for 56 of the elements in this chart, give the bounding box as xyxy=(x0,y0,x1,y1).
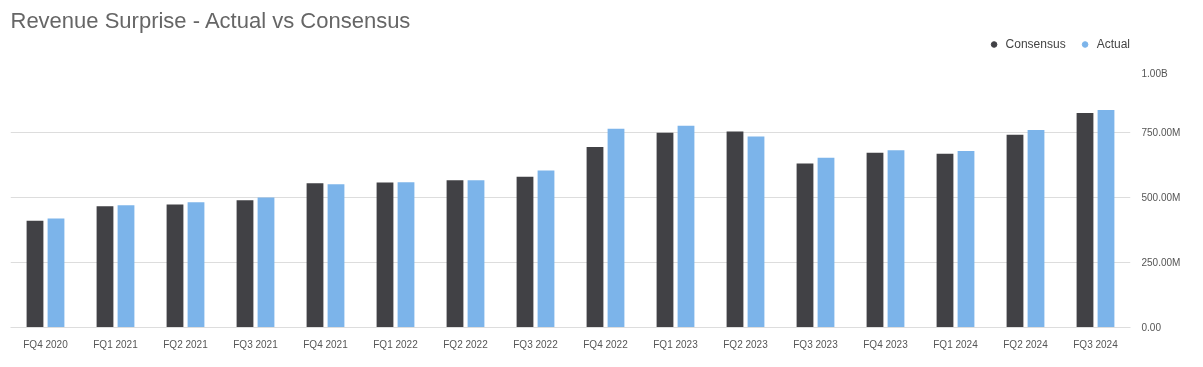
y-tick-label: 1.00B xyxy=(1141,67,1168,79)
bar xyxy=(607,128,625,328)
x-tick-label: FQ4 2023 xyxy=(863,338,909,350)
legend-label: Actual xyxy=(1096,37,1130,51)
bar xyxy=(467,180,485,328)
y-tick-label: 500.00M xyxy=(1141,192,1181,203)
x-tick-label: FQ3 2022 xyxy=(513,338,559,350)
bar xyxy=(166,204,184,328)
bar xyxy=(26,220,44,328)
legend-label: Consensus xyxy=(1005,37,1066,51)
bar xyxy=(586,147,604,328)
bar xyxy=(1076,113,1094,328)
bar xyxy=(677,125,695,328)
y-tick-label: 250.00M xyxy=(1141,257,1181,268)
bar xyxy=(516,176,534,328)
bar xyxy=(936,153,954,328)
bar xyxy=(957,150,975,328)
bar xyxy=(47,218,65,328)
bar xyxy=(257,197,275,328)
x-tick-label: FQ3 2023 xyxy=(793,338,839,350)
x-tick-label: FQ4 2021 xyxy=(303,338,349,350)
x-tick-label: FQ1 2024 xyxy=(933,338,979,350)
bar xyxy=(327,184,345,328)
bar xyxy=(817,157,835,328)
x-tick-label: FQ1 2022 xyxy=(373,338,419,350)
bar xyxy=(887,150,905,328)
bar xyxy=(1027,129,1045,328)
bar xyxy=(117,205,135,328)
bar xyxy=(1006,134,1024,328)
y-tick-label: 750.00M xyxy=(1141,127,1181,138)
x-tick-label: FQ1 2023 xyxy=(653,338,699,350)
x-tick-label: FQ2 2024 xyxy=(1003,338,1049,350)
bar xyxy=(866,152,884,328)
x-tick-label: FQ2 2022 xyxy=(443,338,489,350)
x-tick-label: FQ3 2021 xyxy=(233,338,279,350)
bar xyxy=(376,182,394,328)
x-tick-label: FQ4 2022 xyxy=(583,338,629,350)
bar xyxy=(656,132,674,328)
chart-title: Revenue Surprise - Actual vs Consensus xyxy=(10,7,411,33)
bar xyxy=(446,180,464,328)
x-tick-label: FQ3 2024 xyxy=(1073,338,1119,350)
bar xyxy=(397,182,415,328)
bar xyxy=(1097,109,1115,328)
bar xyxy=(96,206,114,328)
bar xyxy=(537,170,555,328)
bar xyxy=(236,200,254,328)
bar xyxy=(796,163,814,328)
x-tick-label: FQ2 2023 xyxy=(723,338,769,350)
x-tick-label: FQ2 2021 xyxy=(163,338,209,350)
bar xyxy=(726,131,744,328)
bar xyxy=(187,202,205,328)
bar xyxy=(747,136,765,328)
x-tick-label: FQ4 2020 xyxy=(23,338,69,350)
x-tick-label: FQ1 2021 xyxy=(93,338,139,350)
y-tick-label: 0.00 xyxy=(1141,322,1162,333)
bar xyxy=(306,183,324,328)
